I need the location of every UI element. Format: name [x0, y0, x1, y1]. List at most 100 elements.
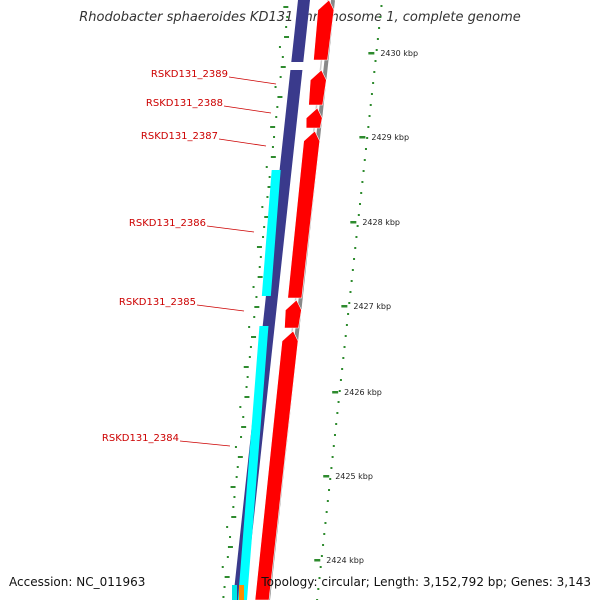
gc-dot — [222, 596, 225, 598]
gc-dot — [362, 170, 365, 172]
gene-label[interactable]: RSKD131_2387 — [141, 131, 218, 142]
gene-label[interactable]: RSKD131_2389 — [151, 69, 228, 80]
gc-dot — [374, 60, 377, 62]
gc-dot — [328, 489, 331, 491]
gc-dot — [366, 137, 369, 139]
gc-dot — [256, 246, 262, 248]
gc-dot — [237, 456, 243, 458]
gc-dot — [286, 16, 289, 18]
gc-dot — [278, 46, 281, 48]
gc-dot — [245, 386, 248, 388]
forward-cds-arrow[interactable] — [254, 330, 299, 600]
gc-dot — [257, 276, 263, 278]
gc-dot — [375, 49, 378, 51]
gc-dot — [370, 93, 373, 95]
gc-dot — [361, 181, 364, 183]
gc-dot — [224, 576, 230, 578]
gc-dot — [240, 436, 243, 438]
gc-dot — [359, 203, 362, 205]
gc-dot — [379, 16, 382, 18]
gc-dot — [243, 366, 249, 368]
gc-dot — [267, 186, 273, 188]
gene-label-leader — [223, 105, 272, 114]
scale-tick-label: 2429 kbp — [371, 133, 409, 142]
gc-dot — [348, 302, 351, 304]
gc-dot — [253, 316, 256, 318]
gc-dot — [249, 346, 252, 348]
gene-outline-segment — [261, 170, 281, 296]
gc-dot — [326, 500, 329, 502]
gc-dot — [280, 66, 286, 68]
gc-dot — [277, 96, 283, 98]
gc-dot — [323, 533, 326, 535]
gc-dot — [262, 236, 265, 238]
gc-dot — [349, 291, 352, 293]
forward-cds-arrow[interactable] — [305, 107, 323, 129]
gc-dot — [325, 511, 328, 513]
gc-dot — [283, 6, 289, 8]
gc-dot — [263, 226, 266, 228]
gc-dot — [279, 76, 282, 78]
gene-label[interactable]: RSKD131_2384 — [102, 433, 179, 444]
scale-tick-mark — [332, 391, 339, 394]
gc-dot — [232, 506, 235, 508]
gc-dot — [252, 286, 255, 288]
scale-tick-label: 2427 kbp — [353, 302, 391, 311]
gc-dot — [338, 390, 341, 392]
scale-tick-mark — [323, 475, 330, 478]
gene-label-leader — [179, 440, 231, 447]
gc-dot — [367, 126, 370, 128]
gc-dot — [234, 446, 237, 448]
gc-dot — [317, 588, 320, 590]
gc-dot — [226, 556, 229, 558]
gc-dot — [329, 478, 332, 480]
scale-tick-mark — [314, 559, 321, 562]
gc-dot — [368, 115, 371, 117]
gene-outline-segment — [238, 326, 269, 600]
gc-dot — [363, 159, 366, 161]
gc-dot — [265, 166, 268, 168]
scale-tick-label: 2426 kbp — [344, 388, 382, 397]
gc-dot — [330, 467, 333, 469]
scale-ticks: 2430 kbp 2429 kbp 2428 kbp 2427 kbp 2426 kbp… — [314, 49, 418, 565]
gc-dot — [244, 396, 250, 398]
gc-dot — [343, 346, 346, 348]
gc-dot — [354, 247, 357, 249]
gc-dot — [285, 26, 288, 28]
forward-cds-arrow[interactable] — [313, 0, 335, 61]
gene-label[interactable]: RSKD131_2385 — [119, 297, 196, 308]
gc-dot — [332, 445, 335, 447]
scale-tick-mark — [368, 52, 375, 55]
gc-dot — [242, 416, 245, 418]
accession-text: Accession: NC_011963 — [9, 575, 146, 589]
bottom-feature-orange — [239, 585, 244, 600]
gc-dot — [241, 426, 247, 428]
gc-dot — [318, 577, 321, 579]
gc-dot — [364, 148, 367, 150]
gc-dot — [235, 476, 238, 478]
gc-dot — [266, 196, 269, 198]
gc-dot — [342, 357, 345, 359]
gc-dot — [275, 116, 278, 118]
gc-dot — [341, 368, 344, 370]
gc-dot — [239, 406, 242, 408]
forward-cds-arrow[interactable] — [287, 130, 321, 299]
gene-label[interactable]: RSKD131_2388 — [146, 98, 223, 109]
gc-dot — [258, 266, 261, 268]
gene-label[interactable]: RSKD131_2386 — [129, 218, 206, 229]
gc-dot — [230, 486, 236, 488]
gc-dot — [276, 106, 279, 108]
forward-cds-arrow[interactable] — [308, 69, 327, 106]
scale-tick-mark — [359, 136, 366, 139]
gc-dot — [331, 456, 334, 458]
gene-labels: RSKD131_2389 RSKD131_2388 RSKD131_2387 RSKD… — [102, 69, 277, 447]
gc-dot — [281, 56, 284, 58]
scale-tick-label: 2428 kbp — [362, 218, 400, 227]
forward-cds-arrow[interactable] — [284, 299, 302, 329]
gc-dot — [376, 38, 379, 40]
gc-dot — [268, 176, 271, 178]
gc-dot — [333, 434, 336, 436]
gc-dot — [344, 335, 347, 337]
gc-dot — [351, 269, 354, 271]
